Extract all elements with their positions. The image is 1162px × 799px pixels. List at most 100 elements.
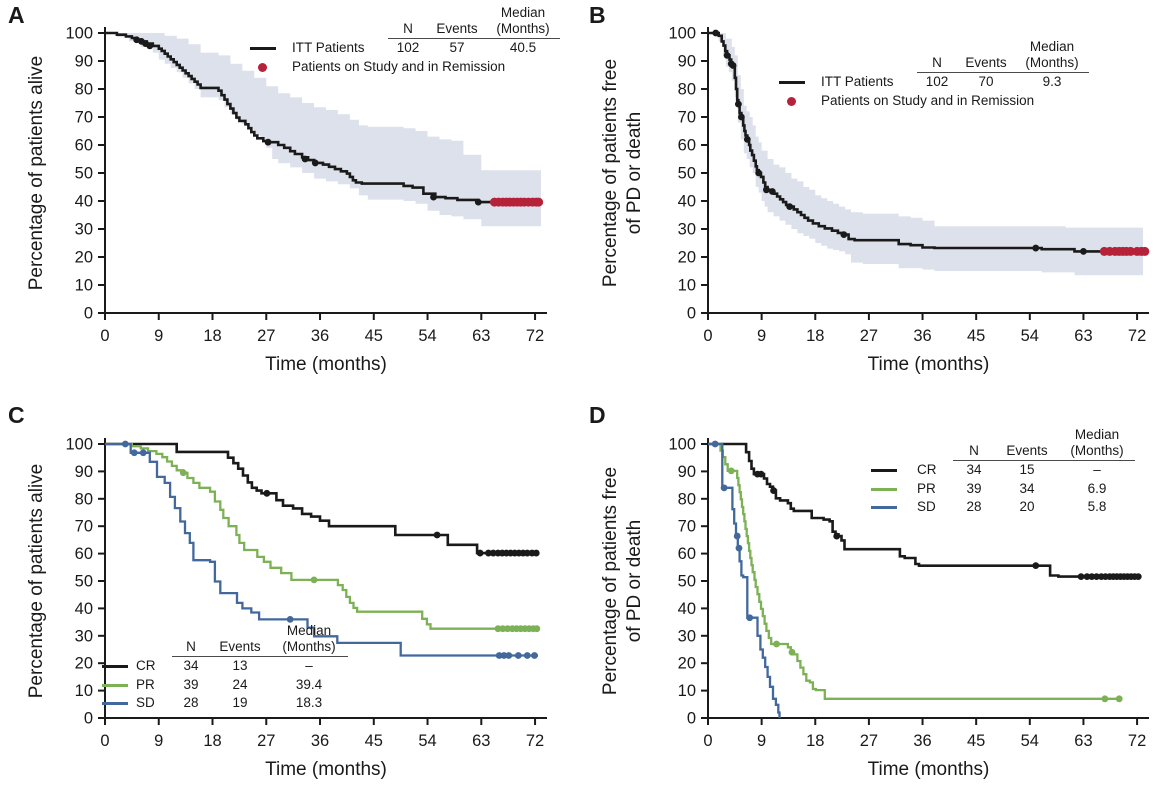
y-tick-label: 0 [687, 710, 696, 728]
remission-dots [1099, 246, 1150, 256]
y-tick-label: 0 [687, 305, 696, 323]
x-tick-label: 27 [860, 732, 878, 750]
x-tick-label: 63 [1074, 327, 1092, 345]
legend-n-value: 39 [966, 480, 982, 496]
km-curve-cr [105, 442, 538, 555]
y-tick-label: 20 [678, 655, 696, 673]
legend-line-swatch-cr [871, 469, 897, 473]
y-tick-label: 30 [678, 627, 696, 645]
censor-dots-sd [121, 440, 538, 659]
legend-header-median: Median (Months) [486, 4, 560, 40]
y-tick-label: 80 [75, 490, 93, 508]
x-tick-label: 18 [806, 327, 824, 345]
panel-B: B 0 10 20 30 40 50 60 70 80 90 100 0 9 18 27 36 45 54 63 72… [581, 0, 1162, 400]
y-tick-label: 10 [75, 277, 93, 295]
legend-n-value: 28 [966, 498, 982, 514]
panel-label-D: D [589, 402, 606, 428]
x-tick-label: 54 [418, 732, 436, 750]
km-plot-host-C: 0 10 20 30 40 50 60 70 80 90 100 0 9 18 27 36 45 54 63 72 Ti… [0, 400, 581, 799]
y-tick-label: 60 [75, 545, 93, 563]
km-curve-pr [105, 442, 538, 630]
km-curve-itt-patients [105, 31, 541, 204]
panel-label-C: C [8, 402, 25, 428]
axes [98, 438, 547, 725]
y-tick-label: 100 [668, 25, 696, 43]
legend-line-swatch-cr [102, 665, 128, 669]
legend-n-value: 102 [396, 40, 420, 56]
y-tick-label: 90 [678, 53, 696, 71]
legend-swatch-cell [248, 39, 288, 58]
x-tick-label: 27 [257, 732, 275, 750]
km-curve-itt-patients [708, 31, 1143, 253]
legend-n-value: 34 [966, 462, 982, 478]
legend-series-label: CR [136, 658, 156, 674]
legend-swatch-cell [869, 480, 913, 498]
y-tick-label: 80 [75, 81, 93, 99]
y-tick-label: 60 [678, 137, 696, 155]
x-tick-label: 0 [703, 732, 712, 750]
censor-dots-itt-patients [712, 29, 1087, 255]
legend-median-value: – [305, 658, 313, 674]
x-axis-label: Time (months) [868, 759, 990, 780]
y-tick-label: 100 [65, 436, 93, 454]
x-tick-label: 36 [913, 732, 931, 750]
x-tick-label: 45 [365, 327, 383, 345]
legend-header-events: Events [428, 4, 486, 40]
x-axis-label: Time (months) [868, 354, 990, 375]
x-tick-label: 72 [1128, 327, 1146, 345]
legend-events-value: 24 [232, 676, 248, 692]
legend-swatch-cell [869, 461, 913, 480]
km-plot-host-D: 0 10 20 30 40 50 60 70 80 90 100 0 9 18 27 36 45 54 63 72 Ti… [581, 400, 1162, 799]
legend-header-median: Median (Months) [1015, 38, 1089, 74]
km-plot-D: 0 10 20 30 40 50 60 70 80 90 100 0 9 18 27 36 45 54 63 72 Ti… [600, 436, 1149, 780]
remission-dots [489, 197, 544, 207]
y-tick-label: 20 [75, 249, 93, 267]
y-tick-label: 30 [75, 221, 93, 239]
legend-events-value: 57 [449, 40, 465, 56]
legend-header-median-line: Median [286, 623, 332, 638]
y-tick-label: 30 [75, 627, 93, 645]
legend-header-n: N [172, 622, 210, 658]
x-tick-label: 27 [860, 327, 878, 345]
km-curve-sd [708, 442, 781, 718]
panel-label-A: A [8, 2, 25, 28]
censor-dots-pr [179, 469, 541, 633]
confidence-band [708, 33, 1143, 276]
legend-series-label: PR [917, 480, 936, 496]
y-tick-label: 20 [75, 655, 93, 673]
y-tick-label: 50 [75, 573, 93, 591]
legend-header-n: N [388, 4, 428, 40]
confidence-band [105, 33, 541, 227]
legend-median-value: – [1093, 462, 1101, 478]
axes [98, 27, 547, 320]
legend-header-median-line: Median [1074, 427, 1120, 442]
legend-swatch-cell [100, 676, 132, 694]
legend-header-n: N [953, 426, 995, 462]
legend-header-spacer [817, 38, 917, 73]
x-tick-label: 72 [1128, 732, 1146, 750]
x-tick-label: 18 [806, 732, 824, 750]
x-tick-label: 54 [1021, 327, 1039, 345]
x-tick-label: 45 [967, 732, 985, 750]
legend-events-value: 20 [1019, 498, 1035, 514]
x-tick-label: 9 [757, 327, 766, 345]
km-plot-A: 0 10 20 30 40 50 60 70 80 90 100 0 9 18 27 36 45 54 63 72 Ti… [26, 25, 547, 375]
legend-header-spacer [913, 426, 953, 461]
y-tick-label: 60 [75, 137, 93, 155]
legend-line-swatch-itt-patients [250, 47, 276, 51]
x-axis-label: Time (months) [265, 759, 387, 780]
legend-header-median-line: Median [1029, 39, 1075, 54]
x-tick-label: 9 [154, 732, 163, 750]
x-tick-label: 27 [257, 327, 275, 345]
legend-header-events: Events [957, 38, 1015, 74]
y-axis-label-line: Percentage of patients free [600, 467, 621, 695]
x-tick-label: 9 [154, 327, 163, 345]
y-axis-label-line: of PD or death [624, 520, 645, 643]
x-axis-label: Time (months) [265, 354, 387, 375]
legend-events-value: 70 [978, 74, 994, 90]
remission-dot-swatch [258, 62, 267, 72]
x-tick-label: 72 [526, 327, 544, 345]
legend-header-spacer [869, 426, 913, 461]
x-tick-label: 45 [967, 327, 985, 345]
y-tick-label: 0 [84, 710, 93, 728]
